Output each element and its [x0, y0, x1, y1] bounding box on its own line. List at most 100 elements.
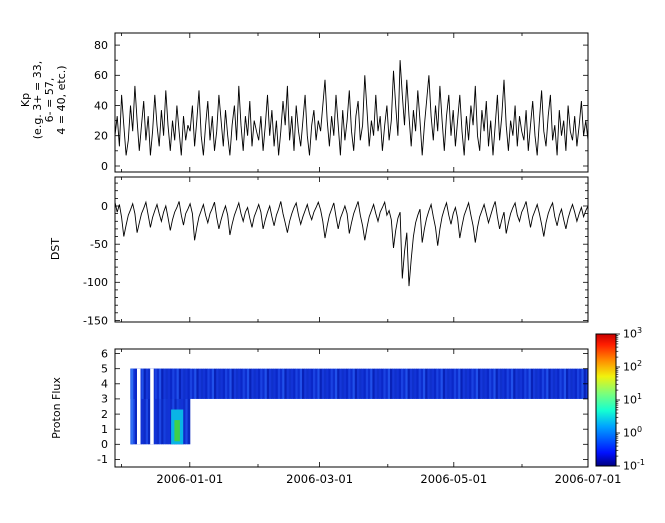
flux-band-3-5-column: [145, 368, 149, 399]
proton-y-tick-label: 6: [101, 347, 108, 360]
flux-band-3-5-column: [203, 368, 206, 399]
flux-band-3-5-column: [548, 368, 552, 399]
colorbar-gradient: [595, 333, 617, 467]
flux-band-3-5-column: [557, 368, 560, 399]
flux-band-3-5-column: [332, 368, 336, 399]
flux-band-3-5-column: [528, 368, 532, 399]
flux-band-3-5-column: [566, 368, 569, 399]
flux-band-3-5-column: [414, 368, 417, 399]
flux-band-3-5-column: [288, 368, 292, 399]
flux-band-3-5-column: [253, 368, 257, 399]
flux-band-3-5-column: [480, 368, 483, 399]
early-storm-block-column: [187, 368, 191, 445]
flux-band-3-5-column: [266, 368, 270, 399]
flux-band-3-5-column: [420, 368, 424, 399]
colorbar-tick-label: 102: [623, 359, 642, 374]
flux-band-3-5-column: [238, 368, 241, 399]
flux-band-3-5-column: [335, 368, 338, 399]
flux-band-3-5-column: [139, 368, 142, 399]
flux-band-3-5-column: [299, 368, 303, 399]
flux-band-3-5-column: [176, 368, 180, 399]
flux-band-3-5-column: [273, 368, 277, 399]
flux-band-3-5-column: [469, 368, 472, 399]
flux-band-3-5-column: [449, 368, 453, 399]
flux-band-3-5-column: [359, 368, 362, 399]
flux-band-3-5-column: [524, 368, 527, 399]
dst-y-tick-label: -50: [90, 238, 108, 251]
flux-band-3-5-column: [163, 368, 167, 399]
flux-hotspot: [174, 420, 180, 442]
early-storm-block-column: [156, 368, 160, 445]
flux-band-3-5-column: [337, 368, 340, 399]
x-tick-label: 2006-03-01: [286, 472, 353, 486]
flux-band-3-5-column: [434, 368, 437, 399]
proton-y-tick-label: 4: [101, 378, 108, 391]
flux-band-3-5-column: [405, 368, 409, 399]
colorbar-tick-label: 100: [623, 425, 642, 440]
flux-band-3-5-column: [392, 368, 395, 399]
flux-band-3-5-column: [431, 368, 435, 399]
flux-band-3-5-column: [537, 368, 541, 399]
flux-band-3-5-column: [194, 368, 197, 399]
flux-band-3-5-column: [467, 368, 470, 399]
flux-band-3-5-column: [258, 368, 261, 399]
x-tick-label: 2006-05-01: [420, 472, 487, 486]
flux-band-3-5-column: [462, 368, 466, 399]
flux-band-3-5-column: [515, 368, 519, 399]
flux-band-3-5-column: [295, 368, 299, 399]
early-storm-block-column: [183, 368, 186, 445]
flux-band-3-5-column: [390, 368, 393, 399]
flux-band-3-5-column: [229, 368, 233, 399]
flux-band-3-5-column: [291, 368, 294, 399]
flux-band-3-5-column: [189, 368, 193, 399]
flux-band-3-5-column: [357, 368, 360, 399]
flux-band-3-5-column: [317, 368, 321, 399]
flux-band-3-5-column: [326, 368, 329, 399]
flux-band-3-5-column: [319, 368, 323, 399]
flux-band-3-5-column: [546, 368, 549, 399]
flux-band-3-5-column: [200, 368, 204, 399]
early-storm-block-column: [181, 368, 184, 445]
flux-band-3-5-column: [167, 368, 171, 399]
kp-panel: [114, 32, 589, 173]
flux-band-3-5-column: [502, 368, 505, 399]
flux-band-3-5-column: [381, 368, 384, 399]
flux-band-3-5-column: [242, 368, 246, 399]
early-storm-block-column: [172, 368, 175, 445]
flux-band-3-5-column: [579, 368, 582, 399]
flux-band-3-5-column: [365, 368, 369, 399]
flux-band-3-5-column: [475, 368, 479, 399]
flux-band-3-5-column: [211, 368, 215, 399]
flux-band-3-5-column: [225, 368, 228, 399]
flux-band-3-5-column: [277, 368, 281, 399]
flux-band-3-5-column: [372, 368, 376, 399]
flux-band-3-5-column: [383, 368, 387, 399]
flux-band-3-5-column: [181, 368, 184, 399]
flux-band-3-5-column: [132, 368, 136, 399]
flux-band-3-5-column: [500, 368, 503, 399]
early-storm-block-column: [185, 368, 189, 445]
early-storm-block-column: [174, 368, 178, 445]
flux-band-3-5-column: [187, 368, 191, 399]
flux-band-3-5-column: [374, 368, 378, 399]
flux-band-3-5-column: [519, 368, 523, 399]
early-storm-block-column: [132, 368, 136, 445]
flux-band-3-5-column: [559, 368, 563, 399]
flux-band-3-5-column: [570, 368, 574, 399]
flux-band-3-5-column: [218, 368, 222, 399]
kp-panel-border: [114, 32, 589, 173]
flux-band-3-5-column: [394, 368, 398, 399]
flux-band-3-5-column: [343, 368, 347, 399]
flux-band-3-5-column: [310, 368, 314, 399]
flux-band-3-5-column: [231, 368, 235, 399]
flux-band-3-5-column: [247, 368, 250, 399]
kp-series-line: [114, 60, 589, 156]
early-storm-block-column: [161, 368, 164, 445]
flux-band-3-5-column: [214, 368, 217, 399]
proton-y-tick-label: 1: [101, 423, 108, 436]
flux-band-3-5-column: [341, 368, 345, 399]
kp-panel-background: [115, 33, 588, 172]
flux-band-3-5-column: [409, 368, 413, 399]
